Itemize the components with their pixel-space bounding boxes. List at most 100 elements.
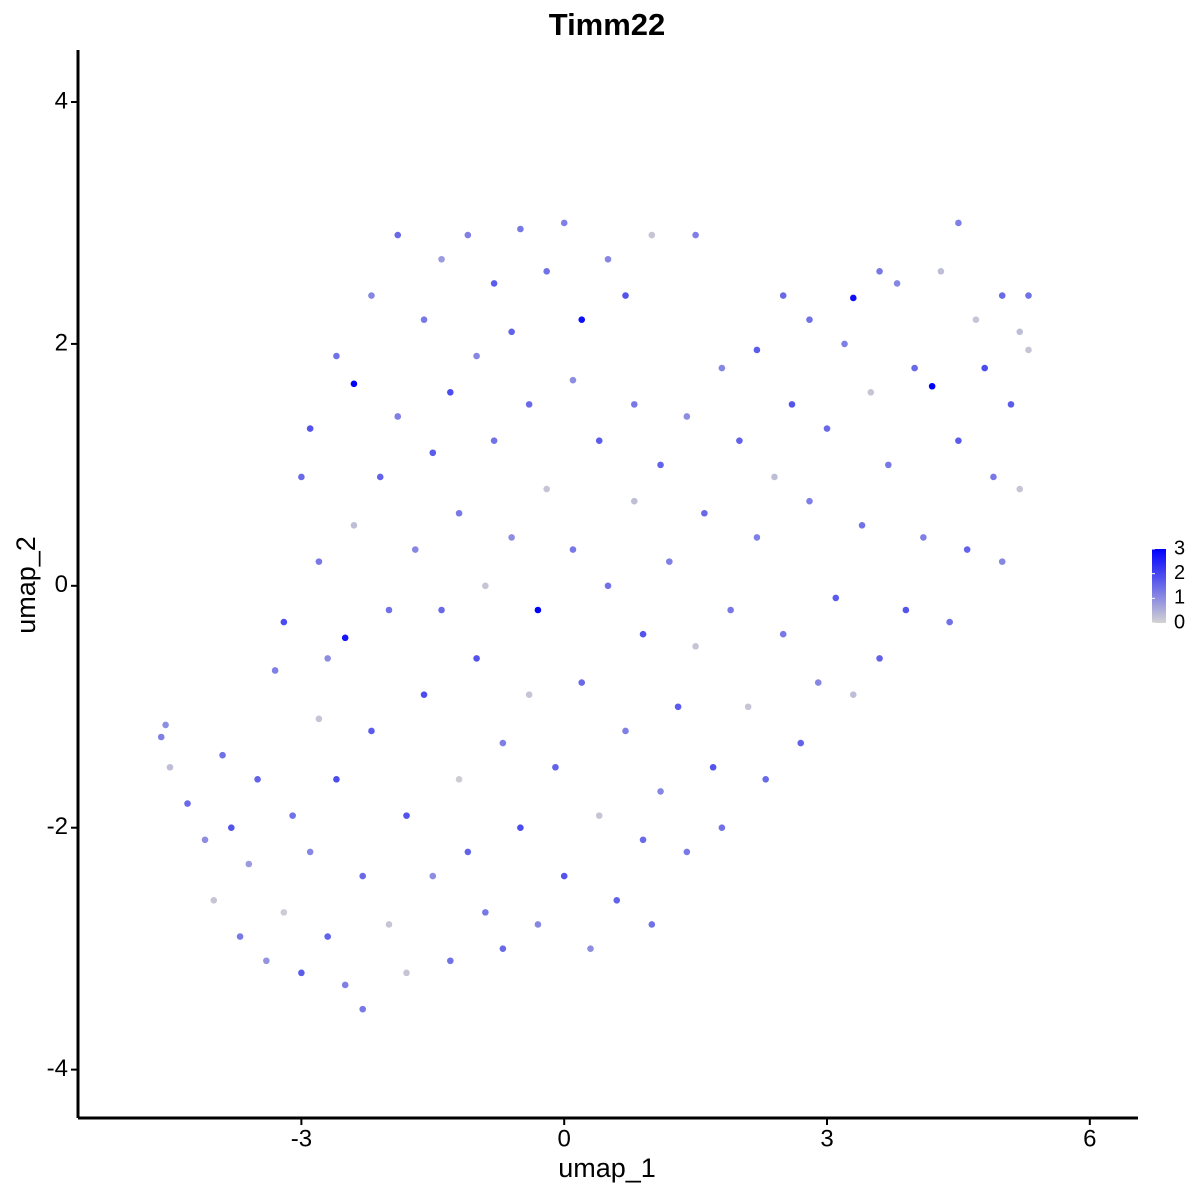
point bbox=[893, 280, 901, 287]
point bbox=[490, 437, 498, 444]
point bbox=[341, 634, 349, 642]
point bbox=[998, 292, 1006, 299]
point bbox=[569, 546, 577, 553]
point bbox=[508, 534, 515, 541]
point bbox=[867, 388, 875, 396]
point bbox=[595, 437, 603, 444]
y-tick-label: 4 bbox=[55, 87, 68, 114]
point bbox=[499, 739, 507, 747]
point bbox=[411, 546, 419, 553]
point bbox=[394, 231, 402, 239]
point bbox=[1025, 346, 1032, 354]
point bbox=[271, 667, 279, 674]
point bbox=[718, 364, 726, 372]
point bbox=[473, 655, 480, 662]
point bbox=[639, 630, 647, 638]
point bbox=[482, 909, 489, 916]
x-tick-label: 0 bbox=[558, 1125, 571, 1152]
x-tick-label: 3 bbox=[820, 1125, 833, 1152]
point bbox=[990, 473, 997, 481]
point bbox=[902, 606, 910, 614]
point bbox=[736, 437, 743, 444]
point bbox=[280, 618, 288, 626]
x-tick-label: 6 bbox=[1083, 1125, 1096, 1152]
point bbox=[157, 733, 165, 741]
point bbox=[315, 715, 323, 723]
point bbox=[162, 721, 169, 729]
chart-title: Timm22 bbox=[549, 7, 666, 42]
point bbox=[534, 606, 542, 614]
point bbox=[753, 534, 761, 541]
colorbar bbox=[1152, 549, 1166, 623]
point bbox=[622, 292, 629, 299]
point bbox=[210, 896, 218, 904]
point bbox=[972, 316, 980, 324]
point bbox=[587, 945, 594, 952]
point bbox=[166, 763, 174, 771]
point bbox=[692, 231, 699, 239]
point bbox=[683, 848, 691, 856]
point bbox=[403, 969, 410, 977]
point bbox=[832, 594, 840, 602]
point bbox=[420, 316, 428, 324]
point bbox=[858, 522, 866, 529]
point bbox=[359, 1005, 367, 1013]
point bbox=[482, 582, 489, 590]
point bbox=[525, 401, 533, 408]
point bbox=[657, 788, 664, 795]
point bbox=[639, 836, 647, 844]
point bbox=[1007, 401, 1015, 408]
point bbox=[438, 606, 445, 614]
point bbox=[429, 872, 437, 880]
point bbox=[648, 231, 656, 239]
point bbox=[981, 364, 988, 372]
point bbox=[622, 727, 629, 735]
point bbox=[920, 534, 927, 541]
point bbox=[937, 268, 945, 275]
point bbox=[788, 401, 796, 408]
point bbox=[368, 727, 375, 735]
point bbox=[420, 691, 428, 698]
point bbox=[263, 957, 270, 965]
point bbox=[779, 630, 787, 638]
point bbox=[306, 425, 314, 432]
point bbox=[201, 836, 209, 844]
point bbox=[219, 751, 226, 759]
point bbox=[517, 824, 524, 832]
point bbox=[560, 219, 568, 227]
point bbox=[849, 691, 857, 698]
point bbox=[464, 231, 472, 239]
point bbox=[324, 933, 331, 940]
point bbox=[385, 606, 393, 614]
point bbox=[911, 364, 918, 372]
point bbox=[683, 413, 691, 420]
x-tick-label: -3 bbox=[291, 1125, 312, 1152]
point bbox=[604, 582, 612, 590]
point bbox=[955, 437, 962, 444]
point bbox=[569, 376, 577, 384]
point bbox=[543, 268, 550, 275]
point bbox=[674, 703, 682, 711]
x-axis-label: umap_1 bbox=[558, 1153, 656, 1183]
point bbox=[394, 413, 402, 420]
y-tick-label: -4 bbox=[47, 1055, 68, 1082]
point bbox=[727, 606, 734, 614]
point bbox=[823, 425, 831, 432]
point bbox=[517, 225, 524, 233]
point bbox=[429, 449, 437, 457]
point bbox=[359, 872, 367, 880]
point bbox=[797, 739, 805, 747]
point bbox=[376, 473, 384, 481]
point bbox=[718, 824, 726, 832]
point bbox=[315, 558, 323, 565]
colorbar-label: 3 bbox=[1174, 537, 1185, 559]
point bbox=[630, 401, 638, 408]
point bbox=[447, 388, 454, 396]
point bbox=[849, 294, 857, 302]
point bbox=[955, 219, 962, 227]
point bbox=[350, 522, 358, 529]
point bbox=[744, 703, 752, 711]
point bbox=[438, 255, 445, 263]
point bbox=[499, 945, 507, 952]
point bbox=[289, 812, 296, 819]
